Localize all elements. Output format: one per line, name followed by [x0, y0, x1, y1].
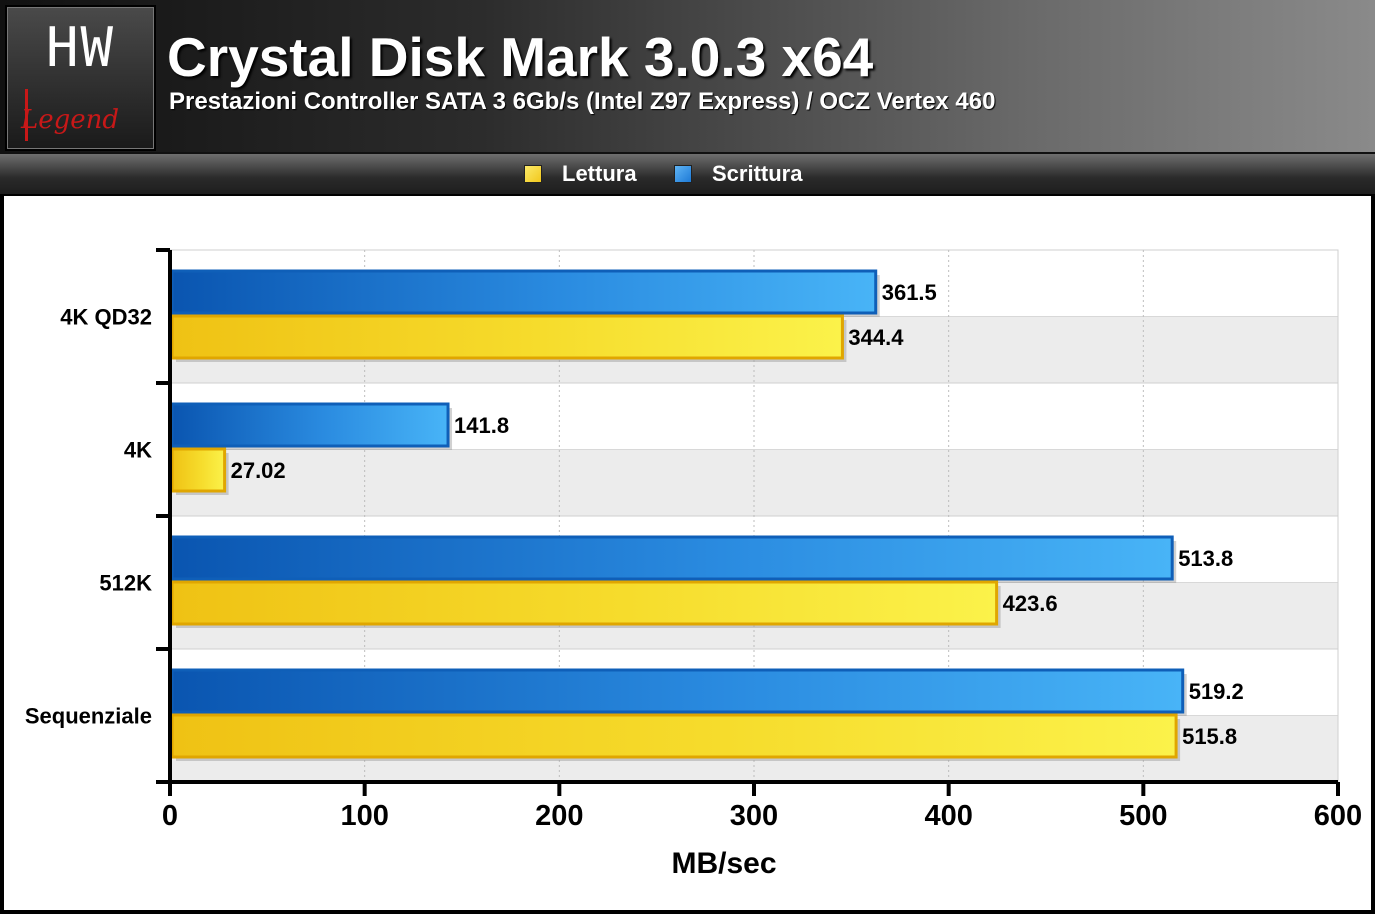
- logo-top-text: HW: [45, 16, 116, 79]
- legend-item-scrittura: Scrittura: [674, 162, 802, 186]
- y-tick-label: 4K QD32: [60, 305, 152, 330]
- hw-legend-logo: HW Legend: [5, 5, 156, 151]
- legend-item-lettura: Lettura: [524, 162, 637, 186]
- data-label-scrittura: 513.8: [1178, 546, 1233, 571]
- x-tick-label: 600: [1314, 800, 1362, 832]
- x-tick-label: 300: [730, 800, 778, 832]
- x-axis-label: MB/sec: [671, 847, 776, 880]
- legend-swatch-lettura: [524, 165, 542, 183]
- x-tick-label: 100: [340, 800, 388, 832]
- y-tick-label: 4K: [124, 438, 152, 463]
- chart-title: Crystal Disk Mark 3.0.3 x64: [167, 26, 874, 88]
- data-label-scrittura: 141.8: [454, 413, 509, 438]
- data-label-lettura: 27.02: [231, 458, 286, 483]
- y-tick-label: Sequenziale: [25, 704, 152, 729]
- bar-lettura: [170, 314, 844, 360]
- x-tick-label: 0: [162, 800, 178, 832]
- x-tick-label: 400: [924, 800, 972, 832]
- x-tick-label: 500: [1119, 800, 1167, 832]
- bar-scrittura: [170, 535, 1174, 581]
- bar-scrittura: [170, 269, 878, 315]
- bar-lettura: [170, 580, 999, 626]
- data-label-lettura: 423.6: [1003, 591, 1058, 616]
- data-label-scrittura: 361.5: [882, 280, 937, 305]
- bar-lettura: [170, 447, 227, 493]
- legend-swatch-scrittura: [674, 165, 692, 183]
- bar-scrittura: [170, 668, 1185, 714]
- plot-area: 361.5 344.4 141.8 27.02 513.8 423.6 519.2 515.8…: [4, 196, 1371, 910]
- logo-bottom-text: Legend: [21, 105, 120, 135]
- chart-subtitle: Prestazioni Controller SATA 3 6Gb/s (Int…: [169, 88, 996, 115]
- x-tick-label: 200: [535, 800, 583, 832]
- data-label-lettura: 344.4: [848, 325, 904, 350]
- logo-accent-bar: [25, 89, 28, 141]
- legend-label-scrittura: Scrittura: [712, 161, 803, 186]
- data-label-scrittura: 519.2: [1189, 679, 1244, 704]
- data-label-lettura: 515.8: [1182, 724, 1237, 749]
- bar-lettura: [170, 713, 1178, 759]
- chart-header: HW Legend Crystal Disk Mark 3.0.3 x64 Pr…: [0, 0, 1375, 154]
- legend-label-lettura: Lettura: [562, 161, 637, 186]
- bar-chart: 361.5 344.4 141.8 27.02 513.8 423.6 519.2 515.8…: [25, 248, 1362, 880]
- y-tick-label: 512K: [99, 571, 152, 596]
- bar-scrittura: [170, 402, 450, 448]
- legend: Lettura Scrittura: [0, 154, 1375, 194]
